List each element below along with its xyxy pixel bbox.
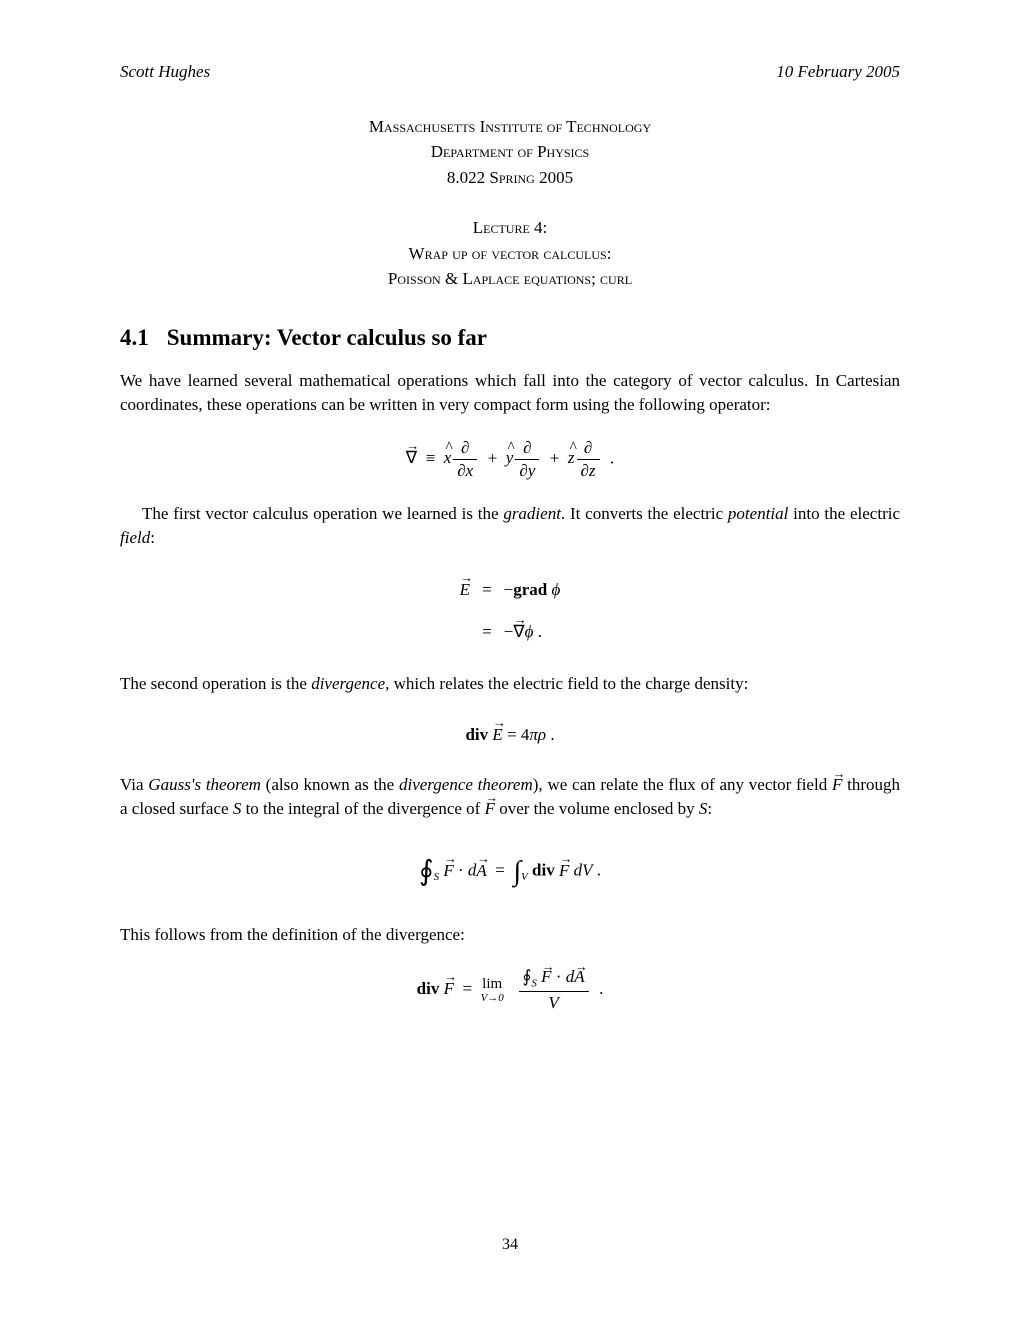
- int-symbol: ∫: [513, 856, 521, 887]
- institution-line1: Massachusetts Institute of Technology: [120, 114, 900, 140]
- institution-line2: Department of Physics: [120, 139, 900, 165]
- header-row: Scott Hughes 10 February 2005: [120, 60, 900, 84]
- lecture-line1: Lecture 4:: [120, 215, 900, 241]
- equation-gradient: E = −grad ϕ = −∇ϕ .: [120, 569, 900, 652]
- section-title: Summary: Vector calculus so far: [167, 325, 487, 350]
- paragraph-4: Via Gauss's theorem (also known as the d…: [120, 773, 900, 821]
- z-hat: z: [568, 439, 575, 476]
- lecture-block: Lecture 4: Wrap up of vector calculus: P…: [120, 215, 900, 292]
- lecture-line2: Wrap up of vector calculus:: [120, 241, 900, 267]
- institution-line3: 8.022 Spring 2005: [120, 165, 900, 191]
- equation-nabla-def: ∇ ≡ x∂∂x + y∂∂y + z∂∂z .: [120, 437, 900, 482]
- x-hat: x: [444, 439, 452, 476]
- author-name: Scott Hughes: [120, 60, 210, 84]
- y-hat: y: [506, 439, 514, 476]
- equation-div-definition: div F = limV→0 ∮S F · dA V .: [120, 966, 900, 1014]
- equation-gauss-theorem: ∮S F · dA = ∫V div F dV .: [120, 841, 900, 903]
- institution-block: Massachusetts Institute of Technology De…: [120, 114, 900, 191]
- nabla-vec: ∇: [406, 439, 417, 476]
- date: 10 February 2005: [776, 60, 900, 84]
- page-number: 34: [120, 1234, 900, 1256]
- paragraph-3: The second operation is the divergence, …: [120, 672, 900, 696]
- oint-symbol: ∮: [419, 856, 434, 887]
- lecture-line3: Poisson & Laplace equations; curl: [120, 266, 900, 292]
- paragraph-1: We have learned several mathematical ope…: [120, 369, 900, 417]
- paragraph-2: The first vector calculus operation we l…: [120, 502, 900, 550]
- section-heading: 4.1 Summary: Vector calculus so far: [120, 322, 900, 354]
- section-number: 4.1: [120, 325, 149, 350]
- paragraph-5: This follows from the definition of the …: [120, 923, 900, 947]
- equation-divergence: div E = 4πρ .: [120, 716, 900, 753]
